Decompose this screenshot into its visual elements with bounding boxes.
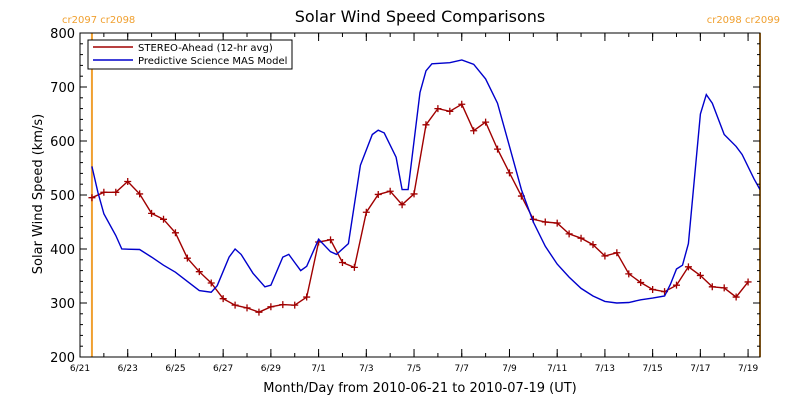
data-point <box>255 308 263 316</box>
y-tick-label: 200 <box>50 351 75 366</box>
series-line-mas-model <box>91 59 761 304</box>
data-point <box>446 107 454 115</box>
x-tick-label: 6/25 <box>165 364 185 374</box>
data-point <box>482 118 490 126</box>
y-axis-label: Solar Wind Speed (km/s) <box>31 114 46 274</box>
x-axis: 6/21 6/23 6/25 6/27 6/29 7/1 7/3 7/5 7/7 7/9 7/11 7… <box>70 33 758 374</box>
y-tick-label: 400 <box>50 243 75 258</box>
x-axis-label: Month/Day from 2010-06-21 to 2010-07-19 … <box>263 381 576 396</box>
data-point <box>207 279 215 287</box>
x-tick-label: 6/23 <box>118 364 138 374</box>
carrington-label: cr2098 cr2099 <box>707 15 780 26</box>
chart-title: Solar Wind Speed Comparisons <box>295 7 546 26</box>
data-point <box>327 236 335 244</box>
legend-box <box>87 39 293 70</box>
data-point <box>434 105 442 113</box>
y-tick-label: 800 <box>50 27 75 42</box>
x-tick-label: 6/27 <box>213 364 233 374</box>
data-point <box>410 190 418 198</box>
data-point <box>494 145 502 153</box>
data-point <box>374 190 382 198</box>
data-point <box>505 169 513 177</box>
data-point <box>589 241 597 249</box>
data-point <box>338 259 346 266</box>
data-point <box>136 190 144 198</box>
data-point <box>350 263 358 271</box>
series-layer <box>88 59 761 316</box>
legend: STEREO-Ahead (12-hr avg) Predictive Scie… <box>87 39 293 70</box>
x-tick-label: 7/7 <box>455 364 469 374</box>
data-point <box>470 127 478 135</box>
data-point <box>684 263 692 271</box>
data-point <box>708 283 716 291</box>
data-point <box>422 121 430 129</box>
series-line-stereo <box>91 103 749 313</box>
data-point <box>112 188 120 196</box>
y-tick-label: 700 <box>50 81 75 96</box>
data-point <box>267 303 275 311</box>
data-point <box>744 278 752 286</box>
data-point <box>601 252 609 260</box>
data-point <box>100 188 108 196</box>
y-tick-label: 500 <box>50 189 75 204</box>
y-axis: 200 300 400 500 600 700 800 <box>50 27 760 366</box>
data-point <box>553 219 561 227</box>
x-tick-label: 7/13 <box>595 364 615 374</box>
x-tick-label: 6/29 <box>261 364 281 374</box>
data-point <box>88 194 96 202</box>
data-point <box>625 270 633 278</box>
data-point <box>124 178 132 185</box>
x-tick-label: 7/15 <box>643 364 663 374</box>
legend-label-stereo: STEREO-Ahead (12-hr avg) <box>138 43 273 54</box>
data-point <box>458 100 466 108</box>
x-tick-label: 6/21 <box>70 364 90 374</box>
data-point <box>577 234 585 242</box>
x-tick-label: 7/1 <box>311 364 325 374</box>
data-point <box>720 284 728 292</box>
data-point <box>362 208 370 216</box>
x-tick-label: 7/19 <box>738 364 758 374</box>
data-point <box>231 301 239 309</box>
x-tick-label: 7/9 <box>502 364 517 374</box>
data-point <box>291 301 299 309</box>
data-point <box>732 293 740 301</box>
data-point <box>541 218 549 226</box>
data-point <box>565 230 573 238</box>
y-tick-label: 600 <box>50 135 75 150</box>
carrington-label: cr2097 cr2098 <box>62 15 135 26</box>
x-tick-label: 7/11 <box>547 364 567 374</box>
data-point <box>183 254 191 262</box>
data-point <box>386 187 394 195</box>
data-point <box>672 281 680 289</box>
y-tick-label: 300 <box>50 297 75 312</box>
data-point <box>148 209 156 217</box>
data-point <box>613 249 621 257</box>
data-point <box>637 278 645 286</box>
data-point <box>649 286 657 293</box>
data-point <box>243 304 251 312</box>
legend-label-mas-model: Predictive Science MAS Model <box>138 56 287 67</box>
data-point <box>171 229 179 237</box>
data-point <box>303 293 311 301</box>
data-point <box>398 201 406 209</box>
data-point <box>696 271 704 279</box>
plot-frame <box>79 32 761 358</box>
data-point <box>160 215 168 223</box>
x-tick-label: 7/3 <box>359 364 373 374</box>
data-point <box>219 295 227 303</box>
x-tick-label: 7/17 <box>690 364 710 374</box>
data-point <box>279 301 287 309</box>
data-point <box>195 268 203 276</box>
x-tick-label: 7/5 <box>407 364 421 374</box>
